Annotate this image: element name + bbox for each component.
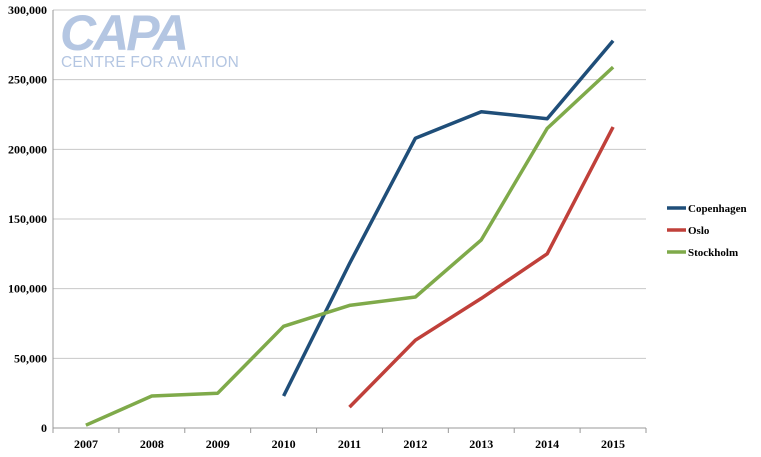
x-tick-label: 2014 — [535, 437, 559, 451]
series-line-stockholm — [85, 65, 615, 427]
x-tick-label: 2012 — [403, 437, 427, 451]
x-tick-label: 2009 — [206, 437, 230, 451]
legend-label-oslo: Oslo — [688, 225, 710, 237]
y-tick-labels: 0 50,000 100,000 150,000 200,000 250,000 300,0… — [8, 3, 47, 435]
series-lines — [85, 39, 615, 427]
y-tick-label: 250,000 — [8, 73, 47, 87]
gridlines — [53, 9, 646, 359]
x-tick-label: 2015 — [601, 437, 625, 451]
axes — [52, 10, 647, 433]
y-tick-label: 200,000 — [8, 142, 47, 156]
legend-label-copenhagen: Copenhagen — [688, 203, 747, 215]
y-tick-label: 100,000 — [8, 282, 47, 296]
x-tick-label: 2007 — [74, 437, 98, 451]
legend-label-stockholm: Stockholm — [688, 247, 738, 259]
series-line-oslo — [348, 126, 615, 409]
y-tick-label: 50,000 — [14, 351, 47, 365]
logo-name: CAPA — [60, 5, 186, 61]
y-tick-label: 150,000 — [8, 212, 47, 226]
series-line-copenhagen — [282, 39, 615, 397]
logo-tagline: CENTRE FOR AVIATION — [61, 54, 239, 71]
x-tick-label: 2011 — [338, 437, 361, 451]
x-tick-label: 2010 — [272, 437, 296, 451]
legend: Copenhagen Oslo Stockholm — [667, 203, 747, 259]
x-tick-label: 2008 — [140, 437, 164, 451]
x-tick-label: 2013 — [469, 437, 493, 451]
capa-logo: CAPA CENTRE FOR AVIATION — [60, 5, 239, 71]
y-tick-label: 0 — [41, 421, 47, 435]
y-tick-label: 300,000 — [8, 3, 47, 17]
x-tick-labels: 2007 2008 2009 2010 2011 2012 2013 2014 2015 — [74, 437, 625, 451]
